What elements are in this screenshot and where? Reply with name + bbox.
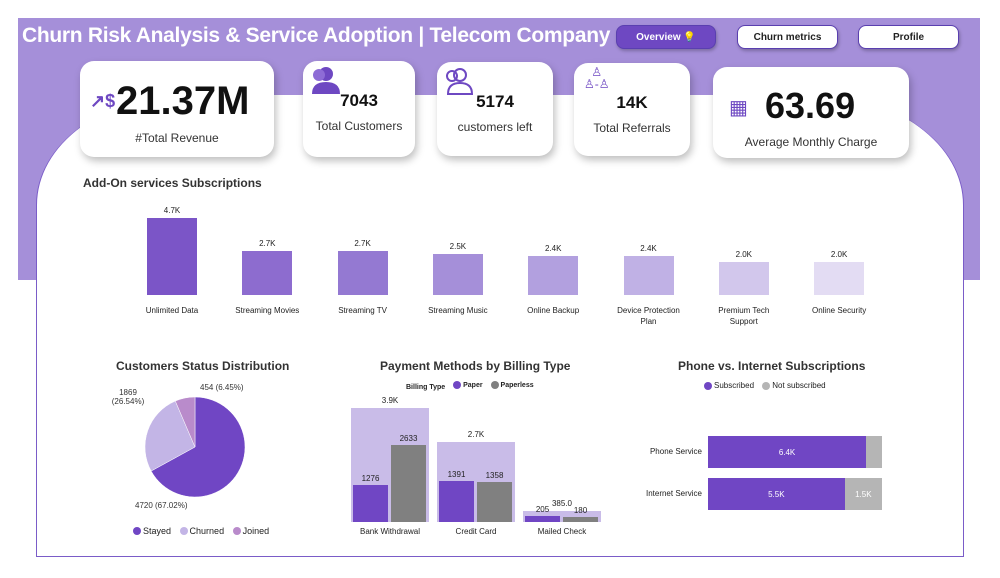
payment-total-bar <box>523 510 601 522</box>
payment-total-label: 2.7K <box>467 429 485 439</box>
payment-chart-title: Payment Methods by Billing Type <box>380 359 571 373</box>
phone-legend: Subscribed Not subscribed <box>704 381 832 392</box>
pie-label-joined: 454 (6.45%) <box>200 383 244 392</box>
payment-value-label: 205 <box>535 505 550 515</box>
addon-data-label: 4.7K <box>163 206 181 215</box>
phone-bar-subscribed: 5.5K <box>708 478 845 510</box>
kpi-average-monthly-charge: ▦ 63.69 Average Monthly Charge <box>713 67 909 158</box>
kpi-value: 21.37M <box>116 79 250 123</box>
addon-category-label: Streaming Movies <box>235 306 300 315</box>
page-title: Churn Risk Analysis & Service Adoption |… <box>22 24 611 47</box>
addon-category-label: Online Security <box>811 306 867 315</box>
addon-bar <box>337 250 388 295</box>
addon-data-label: 2.7K <box>354 238 371 248</box>
payment-bar-paper <box>439 481 474 522</box>
legend-subscribed: Subscribed <box>714 381 755 390</box>
kpi-total-revenue: ↗$ 21.37M #Total Revenue <box>80 61 274 157</box>
pie-slice-churned <box>144 400 196 472</box>
referral-network-icon: ♙ ♙-♙ <box>584 65 610 91</box>
legend-paper: Paper <box>463 381 483 389</box>
legend-churned: Churned <box>189 526 225 536</box>
phone-bar-not-subscribed: 1.5K <box>844 478 882 510</box>
payment-legend: Billing Type Paper Paperless <box>406 381 540 391</box>
addon-bar <box>814 262 865 295</box>
payment-value-label: 1391 <box>447 470 466 480</box>
addon-bar <box>528 255 579 295</box>
kpi-value: 7043 <box>340 91 378 110</box>
users-outline-icon <box>446 68 474 95</box>
addon-data-label: 2.0K <box>735 250 753 260</box>
payment-bar-paperless <box>563 516 598 522</box>
status-pie-chart <box>144 396 246 498</box>
legend-joined: Joined <box>242 526 270 536</box>
phone-category-label: Internet Service <box>645 489 702 498</box>
status-chart-title: Customers Status Distribution <box>116 359 290 373</box>
pie-label-stayed: 4720 (67.02%) <box>135 501 188 510</box>
kpi-value: 63.69 <box>765 85 856 126</box>
addon-data-label: 2.4K <box>544 243 562 253</box>
addon-bar <box>623 255 674 295</box>
kpi-total-customers: 7043 Total Customers <box>303 61 415 157</box>
addon-bar <box>242 250 293 295</box>
addon-data-label: 2.4K <box>640 243 657 253</box>
addon-category-label: Premium Tech Support <box>718 306 770 326</box>
payment-bar-paper <box>525 516 560 522</box>
payment-total-label: 3.9K <box>381 396 399 405</box>
payment-bar-paperless <box>477 482 512 522</box>
payment-bar-paper <box>353 484 388 522</box>
kpi-label: customers left <box>457 120 533 134</box>
payment-value-label: 2633 <box>399 434 418 444</box>
pie-slice-joined <box>174 396 196 448</box>
addon-chart-title: Add-On services Subscriptions <box>83 176 262 190</box>
phone-bar-subscribed: 6.4K <box>708 436 867 468</box>
nav-overview-button[interactable]: Overview 💡 <box>616 25 716 49</box>
kpi-label: #Total Revenue <box>135 131 219 145</box>
legend-title: Billing Type <box>406 384 446 391</box>
payment-category-label: Credit Card <box>455 527 497 536</box>
phone-bar-not-subscribed <box>866 436 882 468</box>
kpi-label: Total Customers <box>315 119 403 133</box>
kpi-customers-left: 5174 customers left <box>437 62 553 156</box>
legend-stayed: Stayed <box>143 526 172 536</box>
calendar-money-icon: ▦ <box>729 97 748 119</box>
nav-churn-metrics-button[interactable]: Churn metrics <box>737 25 838 49</box>
addon-bar <box>718 262 769 295</box>
kpi-label: Total Referrals <box>593 121 671 135</box>
payment-bar-paperless <box>391 445 426 522</box>
legend-paperless: Paperless <box>500 381 534 389</box>
addon-category-label: Streaming TV <box>338 306 387 315</box>
addon-bar <box>147 218 197 295</box>
payment-category-label: Mailed Check <box>537 527 587 536</box>
addon-data-label: 2.5K <box>449 242 467 252</box>
kpi-total-referrals: ♙ ♙-♙ 14K Total Referrals <box>574 63 690 156</box>
revenue-chart-icon: ↗$ <box>90 91 116 111</box>
addon-category-label: Online Backup <box>527 306 580 315</box>
addon-category-label: Streaming Music <box>428 306 488 315</box>
addon-data-label: 2.7K <box>259 238 276 248</box>
kpi-value: 14K <box>616 93 648 112</box>
pie-legend: Stayed Churned Joined <box>133 526 275 537</box>
pie-slice-stayed <box>150 396 246 498</box>
legend-not-subscribed: Not subscribed <box>772 381 826 390</box>
nav-profile-button[interactable]: Profile <box>858 25 959 49</box>
addon-data-label: 2.0K <box>830 250 848 260</box>
payment-value-label: 1358 <box>485 471 504 481</box>
addon-category-label: Device Protection Plan <box>617 306 680 326</box>
payment-category-label: Bank Withdrawal <box>359 527 421 536</box>
payment-value-label: 1276 <box>361 473 380 483</box>
kpi-label: Average Monthly Charge <box>744 135 878 149</box>
pie-label-churned: 1869 (26.54%) <box>111 388 145 406</box>
payment-total-label: 385.0 <box>551 498 573 508</box>
addon-bar <box>432 254 483 295</box>
payment-value-label: 180 <box>573 505 588 515</box>
users-icon <box>312 67 340 94</box>
kpi-value: 5174 <box>476 92 514 111</box>
phone-category-label: Phone Service <box>649 447 702 456</box>
addon-category-label: Unlimited Data <box>145 306 199 315</box>
phone-internet-chart-title: Phone vs. Internet Subscriptions <box>678 359 866 373</box>
